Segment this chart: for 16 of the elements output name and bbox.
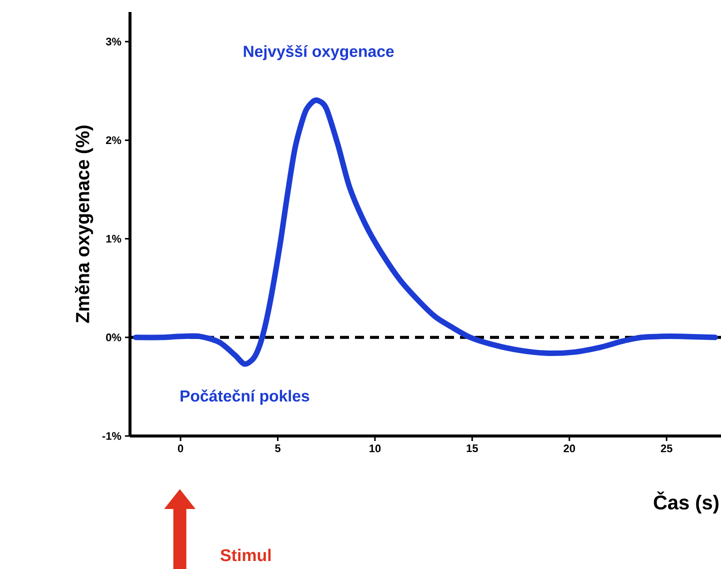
x-tick-label: 10 (370, 444, 381, 452)
y-tick-label: 1% (106, 234, 122, 243)
y-tick-label: 0% (106, 334, 122, 342)
y-tick-label: 2% (106, 136, 122, 144)
annotation: Počáteční pokles (180, 390, 310, 405)
x-tick-label: 0 (178, 444, 184, 452)
y-tick-label: 3% (106, 38, 122, 46)
x-tick-label: 20 (564, 444, 576, 452)
x-axis-title: Čas (s) (654, 492, 718, 514)
x-tick-label: 5 (275, 444, 280, 452)
annotation: Nejvyšší oxygenace (244, 44, 394, 60)
x-tick-label: 15 (466, 444, 478, 452)
text: Stimul (220, 548, 271, 562)
y-tick-label: -1% (102, 432, 122, 440)
x-tick-label: 25 (660, 444, 672, 452)
y-axis-title: Změna oxygenace (%) (75, 126, 94, 323)
